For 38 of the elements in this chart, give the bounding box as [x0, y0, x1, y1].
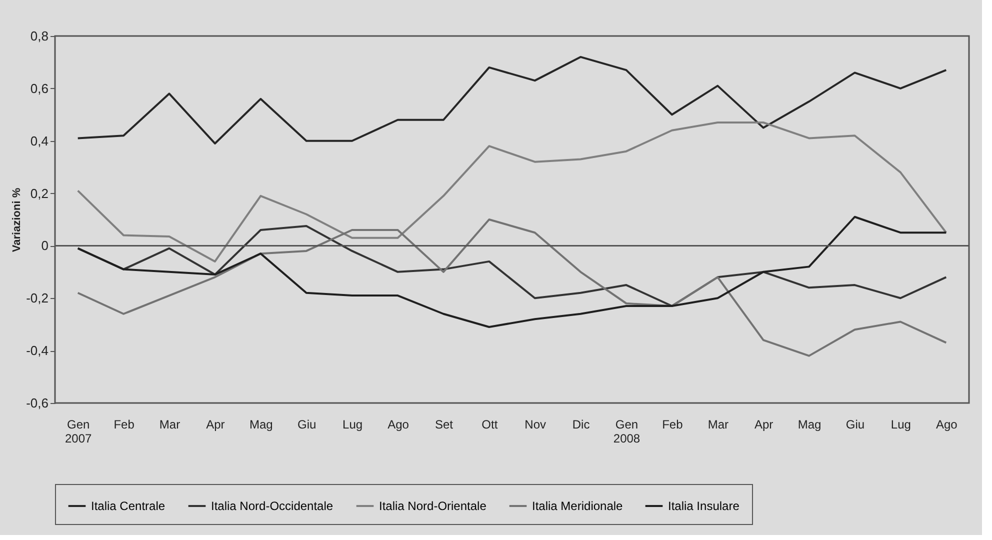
x-tick-label: Mag — [249, 418, 273, 432]
x-tick-label: Mar — [159, 418, 180, 432]
y-tick-label: 0,4 — [30, 133, 48, 148]
y-tick-label: 0,6 — [30, 80, 48, 96]
x-tick-label: Nov — [524, 418, 546, 432]
x-tick-label: Feb — [662, 418, 684, 432]
x-tick-label: Set — [434, 418, 454, 432]
legend-label: Italia Insulare — [668, 499, 740, 513]
line-series — [76, 218, 948, 357]
legend-label: Italia Nord-Orientale — [379, 499, 487, 513]
y-axis-title: Variazioni % — [11, 188, 24, 252]
x-tick-label: Gen 2008 — [613, 418, 640, 446]
x-tick-label: Apr — [206, 418, 225, 432]
x-tick-label: Ott — [482, 418, 498, 432]
x-tick-label: Ago — [936, 418, 958, 432]
legend-label: Italia Centrale — [91, 499, 166, 513]
x-tick-label: Gen 2007 — [65, 418, 92, 446]
y-tick-label: 0,2 — [30, 186, 48, 201]
y-tick-label: -0,6 — [26, 396, 48, 410]
x-tick-label: Giu — [298, 418, 316, 432]
x-tick-label: Dic — [572, 418, 590, 432]
line-series — [76, 56, 948, 144]
x-tick-label: Mag — [798, 418, 822, 432]
line-series — [76, 122, 948, 262]
x-tick-label: Ago — [388, 418, 410, 432]
legend-label: Italia Meridionale — [532, 499, 624, 513]
y-tick-label: -0,4 — [26, 343, 48, 358]
y-tick-label: 0,8 — [30, 28, 48, 44]
x-tick-label: Giu — [846, 418, 865, 432]
x-tick-label: Apr — [754, 418, 774, 432]
legend-label: Italia Nord-Occidentale — [211, 499, 334, 513]
x-tick-label: Feb — [114, 418, 135, 432]
x-tick-label: Mar — [708, 418, 728, 432]
x-tick-label: Lug — [890, 418, 911, 432]
y-tick-label: -0,2 — [26, 290, 48, 306]
x-tick-label: Lug — [342, 418, 363, 432]
line-series — [76, 216, 948, 328]
y-tick-label: 0 — [41, 238, 48, 254]
